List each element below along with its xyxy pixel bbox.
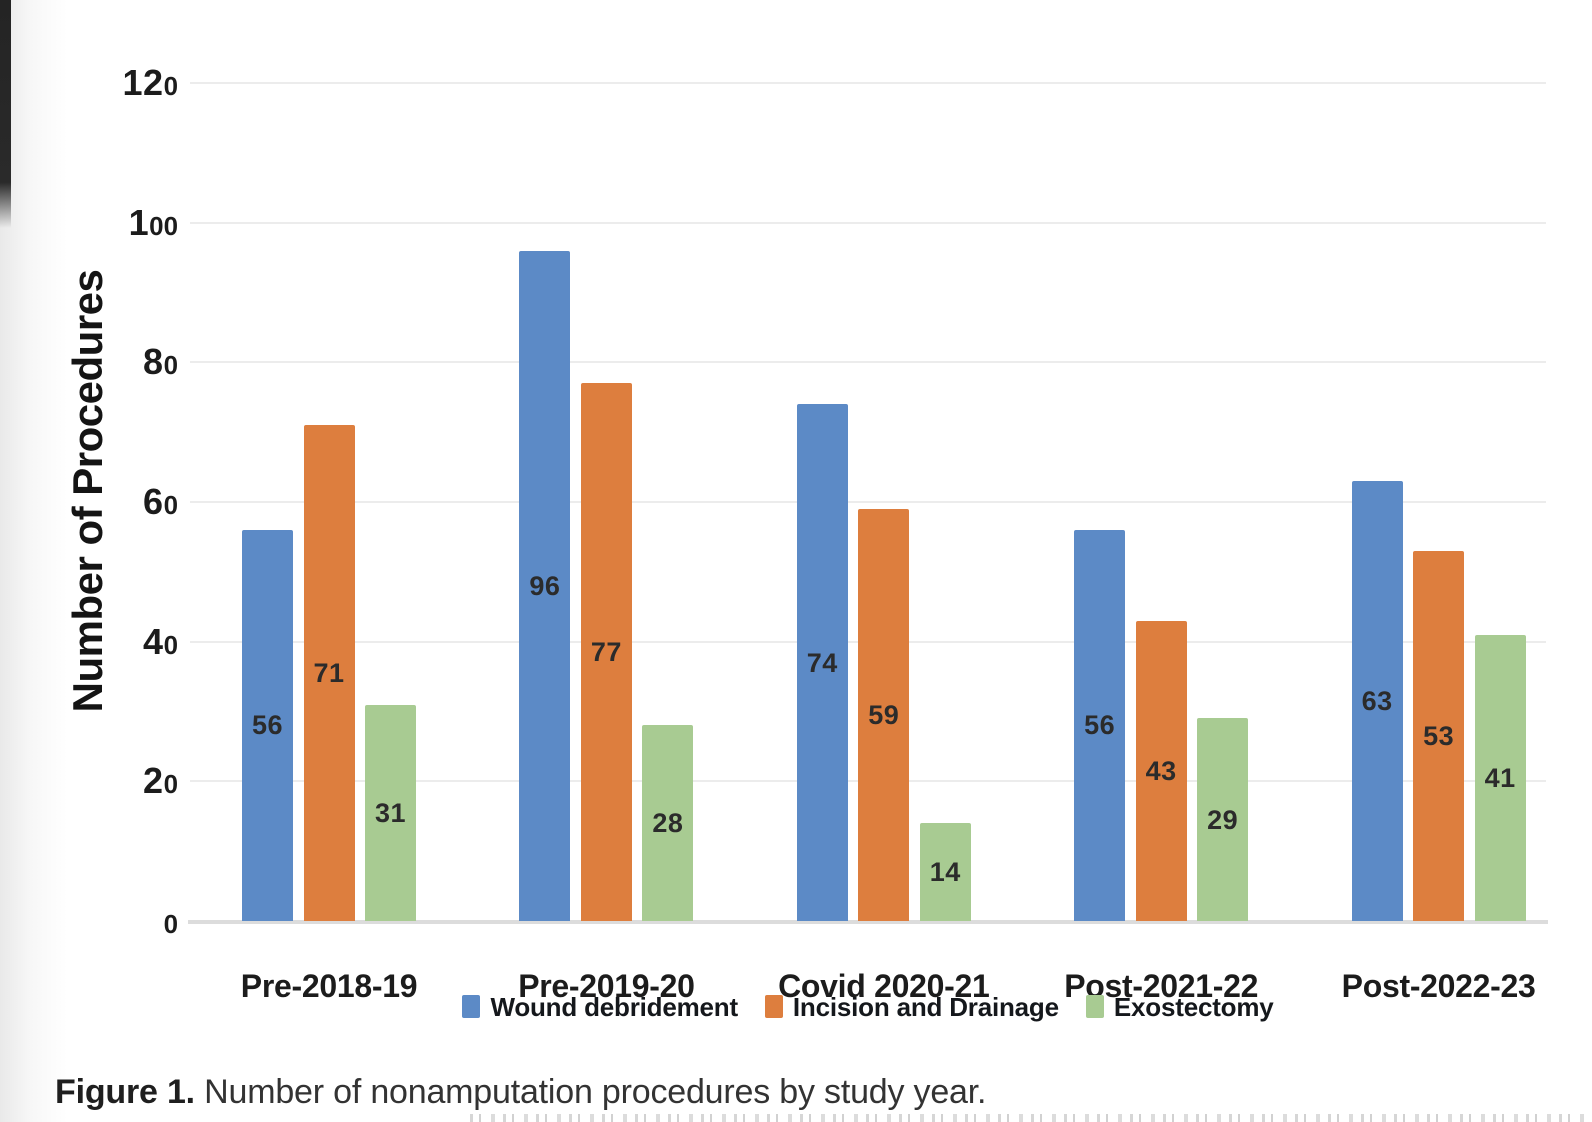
wound-debridement-bar	[796, 404, 848, 921]
y-tick-label-40: 40	[143, 620, 178, 662]
bar-value-label: 56	[251, 710, 284, 741]
y-tick-label-60: 60	[143, 481, 178, 522]
oldstyle-zero: 0	[163, 631, 178, 660]
page-corner-mark	[0, 0, 11, 228]
y-tick-label-80: 80	[143, 341, 178, 383]
gridline-120	[190, 82, 1546, 84]
y-tick-label-20: 20	[143, 760, 178, 802]
gridline-60	[190, 501, 1546, 503]
legend-item-wound-debridement: Wound debridement	[462, 992, 738, 1023]
bar-value-label: 56	[1084, 710, 1116, 741]
page-edge-shadow	[0, 0, 68, 1122]
oldstyle-zero: 0	[149, 212, 164, 241]
oldstyle-zero: 0	[163, 771, 178, 800]
wound-debridement-bar	[1351, 481, 1403, 921]
figure-caption: Figure 1. Number of nonamputation proced…	[55, 1070, 986, 1114]
bar-value-label: 96	[529, 570, 561, 601]
incision-and-drainage-bar	[1135, 620, 1187, 921]
oldstyle-zero: 0	[163, 73, 178, 101]
x-tick-pre-2018-19: Pre-2018-19	[240, 968, 418, 1004]
wound-debridement-bar	[519, 250, 571, 921]
bar-value-label: 74	[806, 647, 838, 678]
bar-value-label: 43	[1145, 755, 1177, 786]
bar-value-label: 28	[652, 808, 684, 839]
y-tick-label-120: 120	[122, 62, 178, 103]
chart-legend: Wound debridement Incision and Drainage Ex…	[190, 992, 1546, 1023]
bar-value-label: 53	[1423, 720, 1455, 751]
incision-and-drainage-bar	[1413, 550, 1465, 921]
wound-debridement-legend-swatch	[462, 995, 481, 1018]
y-tick-label-0: 0	[38, 899, 178, 947]
bar-value-label: 29	[1207, 804, 1239, 835]
figure-caption-text: Number of nonamputation procedures by st…	[194, 1073, 987, 1111]
legend-item-incision-and-drainage: Incision and Drainage	[764, 992, 1059, 1023]
x-tick-covid-2020-21: Covid 2020-21	[778, 968, 990, 1004]
y-tick-label-100: 100	[128, 201, 178, 243]
bar-value-label: 77	[590, 637, 622, 668]
legend-label: Exostectomy	[1113, 992, 1274, 1022]
gridline-100	[190, 221, 1546, 224]
bar-value-label: 14	[929, 857, 961, 888]
exostectomy-legend-swatch	[1085, 995, 1104, 1018]
oldstyle-zero: 0	[163, 212, 178, 241]
exostectomy-bar	[1474, 634, 1526, 921]
x-axis-line	[188, 920, 1548, 924]
wound-debridement-bar	[1074, 529, 1126, 921]
incision-and-drainage-bar	[858, 508, 910, 921]
incision-and-drainage-bar	[303, 425, 355, 921]
bar-value-label: 31	[374, 797, 407, 828]
bar-value-label: 41	[1484, 762, 1516, 793]
oldstyle-zero: 0	[163, 352, 178, 381]
incision-and-drainage-bar	[580, 383, 632, 921]
legend-label: Incision and Drainage	[792, 992, 1059, 1022]
exostectomy-bar	[365, 704, 416, 921]
oldstyle-zero: 0	[163, 911, 178, 939]
gridline-80	[190, 361, 1546, 364]
exostectomy-bar	[919, 823, 971, 921]
oldstyle-zero: 0	[163, 492, 178, 520]
x-tick-post-2022-23: Post-2022-23	[1341, 968, 1536, 1004]
exostectomy-bar	[642, 725, 694, 921]
wound-debridement-bar	[242, 529, 293, 921]
x-tick-pre-2019-20: Pre-2019-20	[518, 968, 695, 1004]
legend-item-exostectomy: Exostectomy	[1085, 992, 1274, 1023]
exostectomy-bar	[1197, 718, 1249, 921]
incision-and-drainage-legend-swatch	[764, 995, 783, 1018]
bar-value-label: 59	[868, 699, 900, 730]
cropped-text-line	[470, 1114, 1592, 1122]
figure-caption-label: Figure 1.	[55, 1073, 195, 1111]
legend-label: Wound debridement	[490, 992, 738, 1022]
bar-value-label: 63	[1361, 686, 1393, 717]
bar-value-label: 71	[313, 658, 345, 689]
